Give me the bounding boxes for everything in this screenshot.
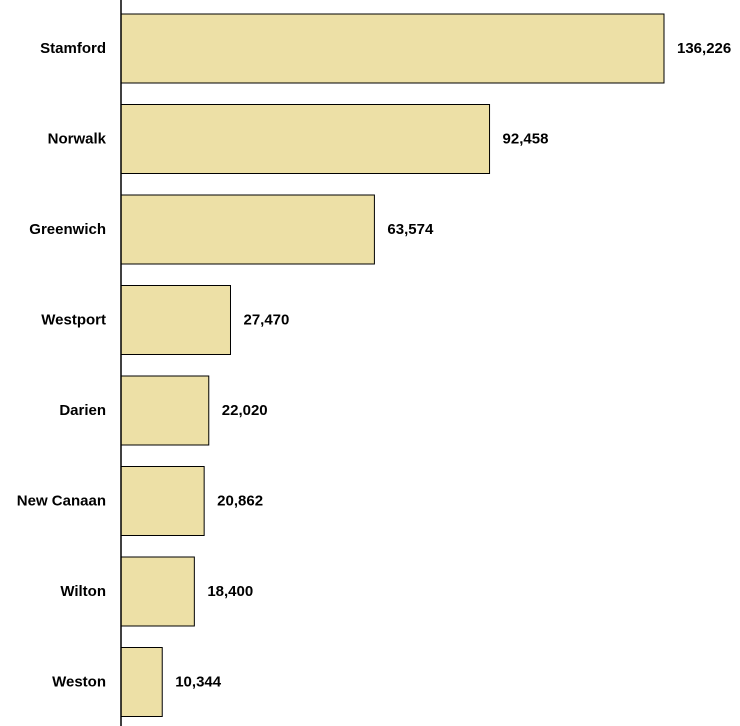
value-label: 136,226 — [677, 40, 731, 57]
bars-group — [120, 13, 665, 717]
category-label: Stamford — [40, 40, 106, 57]
bar-darien — [120, 375, 210, 446]
value-label: 63,574 — [387, 221, 434, 238]
bar-wilton — [120, 556, 195, 627]
category-label: Greenwich — [29, 221, 106, 238]
bar-greenwich — [120, 194, 375, 265]
category-label: Wilton — [60, 583, 106, 600]
category-label: New Canaan — [17, 493, 106, 510]
value-label: 92,458 — [503, 131, 549, 148]
value-label: 18,400 — [207, 583, 253, 600]
category-label: Darien — [59, 402, 106, 419]
bar-norwalk — [120, 104, 491, 174]
bar-weston — [120, 647, 163, 717]
category-label: Westport — [41, 312, 106, 329]
value-label: 20,862 — [217, 493, 263, 510]
category-label: Weston — [52, 674, 106, 691]
value-labels: 136,226 92,458 63,574 27,470 22,020 20,862 18,… — [175, 40, 731, 691]
category-labels: Stamford Norwalk Greenwich Westport Darien Ne… — [17, 40, 107, 691]
value-label: 27,470 — [243, 312, 289, 329]
bar-stamford — [120, 13, 665, 84]
value-label: 10,344 — [175, 674, 222, 691]
category-label: Norwalk — [48, 131, 107, 148]
bar-westport — [120, 285, 231, 355]
bar-new-canaan — [120, 466, 205, 536]
value-label: 22,020 — [222, 402, 268, 419]
